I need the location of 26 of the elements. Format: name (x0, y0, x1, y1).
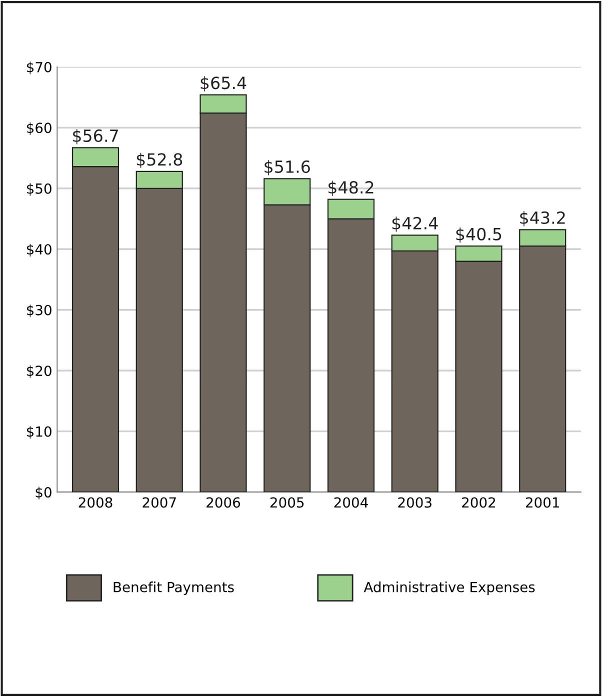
x-tick-label: 2006 (206, 497, 240, 508)
x-tick-label: 2008 (78, 497, 112, 508)
x-tick-label: 2007 (142, 497, 176, 508)
total-label: $56.7 (73, 129, 118, 144)
total-label: $51.6 (264, 160, 310, 176)
total-label: $52.8 (136, 152, 182, 168)
x-tick-label: 2002 (462, 497, 496, 508)
y-tick-label: $0 (36, 486, 52, 500)
total-label: $42.4 (392, 216, 438, 232)
total-label: $48.2 (328, 180, 374, 196)
y-tick-label: $10 (26, 426, 52, 439)
legend-label: Administrative Expenses (364, 582, 535, 595)
x-tick-label: 2004 (334, 497, 368, 508)
total-label: $40.5 (456, 228, 502, 243)
y-tick-label: $60 (26, 122, 52, 135)
x-tick-label: 2003 (398, 497, 432, 508)
x-tick-label: 2001 (526, 497, 559, 508)
y-tick-label: $30 (26, 304, 52, 318)
legend-label: Benefit Payments (114, 582, 234, 595)
y-tick-label: $40 (26, 244, 52, 256)
y-tick-label: $20 (26, 365, 52, 378)
total-label: $43.2 (520, 211, 565, 226)
y-tick-label: $50 (26, 183, 52, 196)
x-tick-label: 2005 (270, 497, 304, 508)
y-tick-label: $70 (26, 62, 52, 74)
total-label: $65.4 (200, 76, 246, 92)
